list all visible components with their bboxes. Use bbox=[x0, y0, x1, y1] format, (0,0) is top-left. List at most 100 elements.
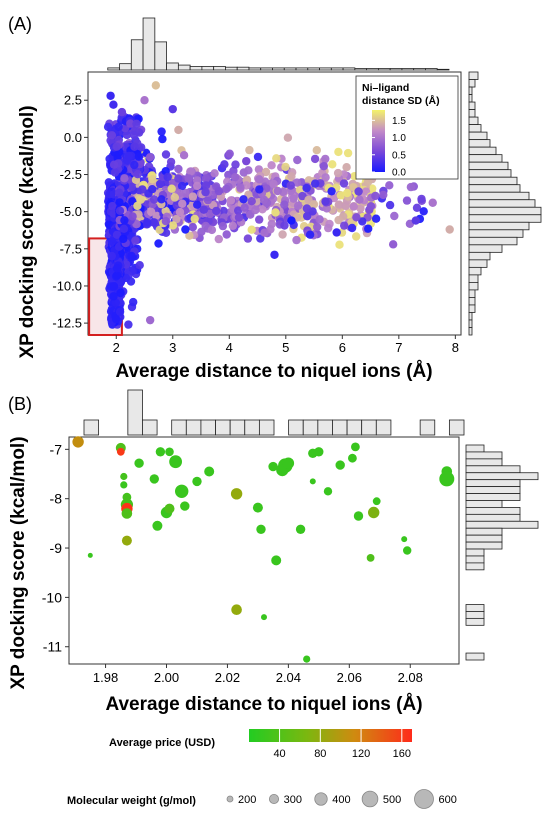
data-point bbox=[120, 216, 129, 225]
data-point bbox=[253, 152, 263, 162]
hist-bar bbox=[189, 66, 203, 71]
hist-bar bbox=[465, 652, 485, 661]
panel-b-y-axis-title: XP docking score (kcal/mol) bbox=[8, 436, 29, 689]
hist-bar bbox=[468, 154, 503, 163]
data-point bbox=[343, 188, 352, 198]
data-point bbox=[168, 221, 178, 230]
data-point bbox=[343, 148, 353, 158]
data-point bbox=[363, 177, 373, 187]
data-point bbox=[267, 161, 276, 170]
data-point bbox=[385, 200, 395, 210]
hist-bar bbox=[248, 67, 262, 71]
data-point bbox=[163, 172, 172, 182]
data-point bbox=[293, 155, 302, 165]
data-point bbox=[256, 524, 266, 534]
data-point bbox=[314, 447, 324, 457]
outlier-point bbox=[179, 151, 189, 160]
data-point bbox=[358, 217, 367, 226]
data-point bbox=[334, 147, 343, 157]
data-point bbox=[313, 222, 322, 232]
data-point bbox=[192, 476, 202, 487]
data-point bbox=[245, 145, 254, 155]
data-point bbox=[295, 185, 305, 194]
data-point bbox=[120, 472, 128, 481]
data-point bbox=[193, 200, 202, 209]
data-point bbox=[114, 188, 124, 197]
outlier-point bbox=[174, 125, 183, 135]
hist-bar bbox=[177, 64, 191, 71]
hist-bar bbox=[465, 465, 521, 474]
mw-legend-label: 500 bbox=[383, 794, 401, 806]
hist-bar bbox=[107, 67, 120, 71]
data-point bbox=[258, 205, 267, 214]
hist-bar bbox=[465, 451, 503, 460]
data-point bbox=[302, 204, 312, 213]
data-point bbox=[324, 223, 333, 233]
hist-bar bbox=[468, 176, 518, 186]
data-point bbox=[366, 554, 375, 562]
hist-bar bbox=[225, 66, 238, 71]
mw-legend-label: 300 bbox=[284, 794, 302, 806]
hist-bar bbox=[319, 67, 332, 71]
data-point bbox=[129, 130, 139, 140]
data-point bbox=[439, 471, 455, 487]
data-point bbox=[340, 221, 349, 230]
panel-b-x-axis-title: Average distance to niquel ions (Å) bbox=[105, 694, 422, 715]
hist-bar bbox=[425, 68, 438, 71]
molecular-weight-legend: Molecular weight (g/mol) 200 300 400 500 600 bbox=[67, 789, 457, 809]
panel-b-x-axis: 1.98 2.00 2.02 2.04 2.06 2.08 bbox=[93, 664, 423, 685]
data-point bbox=[226, 196, 236, 205]
data-point bbox=[260, 228, 269, 237]
hist-bar bbox=[468, 124, 482, 133]
data-point bbox=[236, 183, 245, 192]
data-point bbox=[412, 203, 422, 212]
panel-a-points bbox=[103, 111, 428, 329]
data-point bbox=[353, 511, 364, 521]
outlier-point bbox=[145, 315, 155, 325]
data-point bbox=[321, 173, 330, 182]
hist-bar bbox=[465, 555, 485, 564]
data-point bbox=[112, 264, 122, 273]
legend-tick-label: 1.5 bbox=[392, 116, 406, 127]
data-point bbox=[115, 307, 125, 316]
data-point bbox=[261, 167, 271, 177]
x-tick-label: 2 bbox=[113, 340, 120, 355]
data-point bbox=[201, 174, 211, 183]
hist-bar bbox=[154, 41, 167, 71]
hist-bar bbox=[130, 39, 144, 71]
hist-bar bbox=[468, 161, 509, 171]
data-point bbox=[403, 546, 412, 555]
hist-bar bbox=[468, 327, 473, 336]
data-point bbox=[161, 228, 171, 237]
hist-bar bbox=[468, 244, 503, 253]
legend-tick-label: 1.0 bbox=[392, 133, 406, 144]
hist-bar bbox=[465, 458, 503, 467]
hist-bar bbox=[468, 169, 512, 178]
panel-a-sd-legend: Ni–ligand distance SD (Å) 1.5 1.0 0.5 0.0 bbox=[355, 75, 459, 180]
mw-legend-circle bbox=[268, 793, 280, 805]
hist-bar bbox=[332, 419, 348, 436]
data-point bbox=[280, 221, 289, 230]
data-point bbox=[328, 160, 337, 169]
data-point bbox=[402, 196, 412, 205]
data-point bbox=[72, 436, 84, 448]
hist-bar bbox=[258, 419, 275, 436]
data-point bbox=[289, 194, 298, 203]
data-point bbox=[107, 251, 117, 261]
outlier-point bbox=[168, 104, 177, 114]
data-point bbox=[255, 175, 264, 184]
data-point bbox=[352, 213, 361, 222]
outlier-point bbox=[106, 91, 115, 100]
data-point bbox=[127, 251, 136, 261]
data-point bbox=[312, 146, 321, 155]
data-point bbox=[335, 460, 345, 470]
data-point bbox=[252, 502, 263, 513]
data-point bbox=[364, 224, 373, 233]
data-point bbox=[203, 195, 213, 205]
hist-bar bbox=[244, 419, 260, 436]
hist-bar bbox=[468, 131, 488, 141]
data-point bbox=[231, 604, 242, 615]
data-point bbox=[371, 214, 381, 223]
data-point bbox=[148, 175, 157, 184]
data-point bbox=[419, 207, 428, 216]
